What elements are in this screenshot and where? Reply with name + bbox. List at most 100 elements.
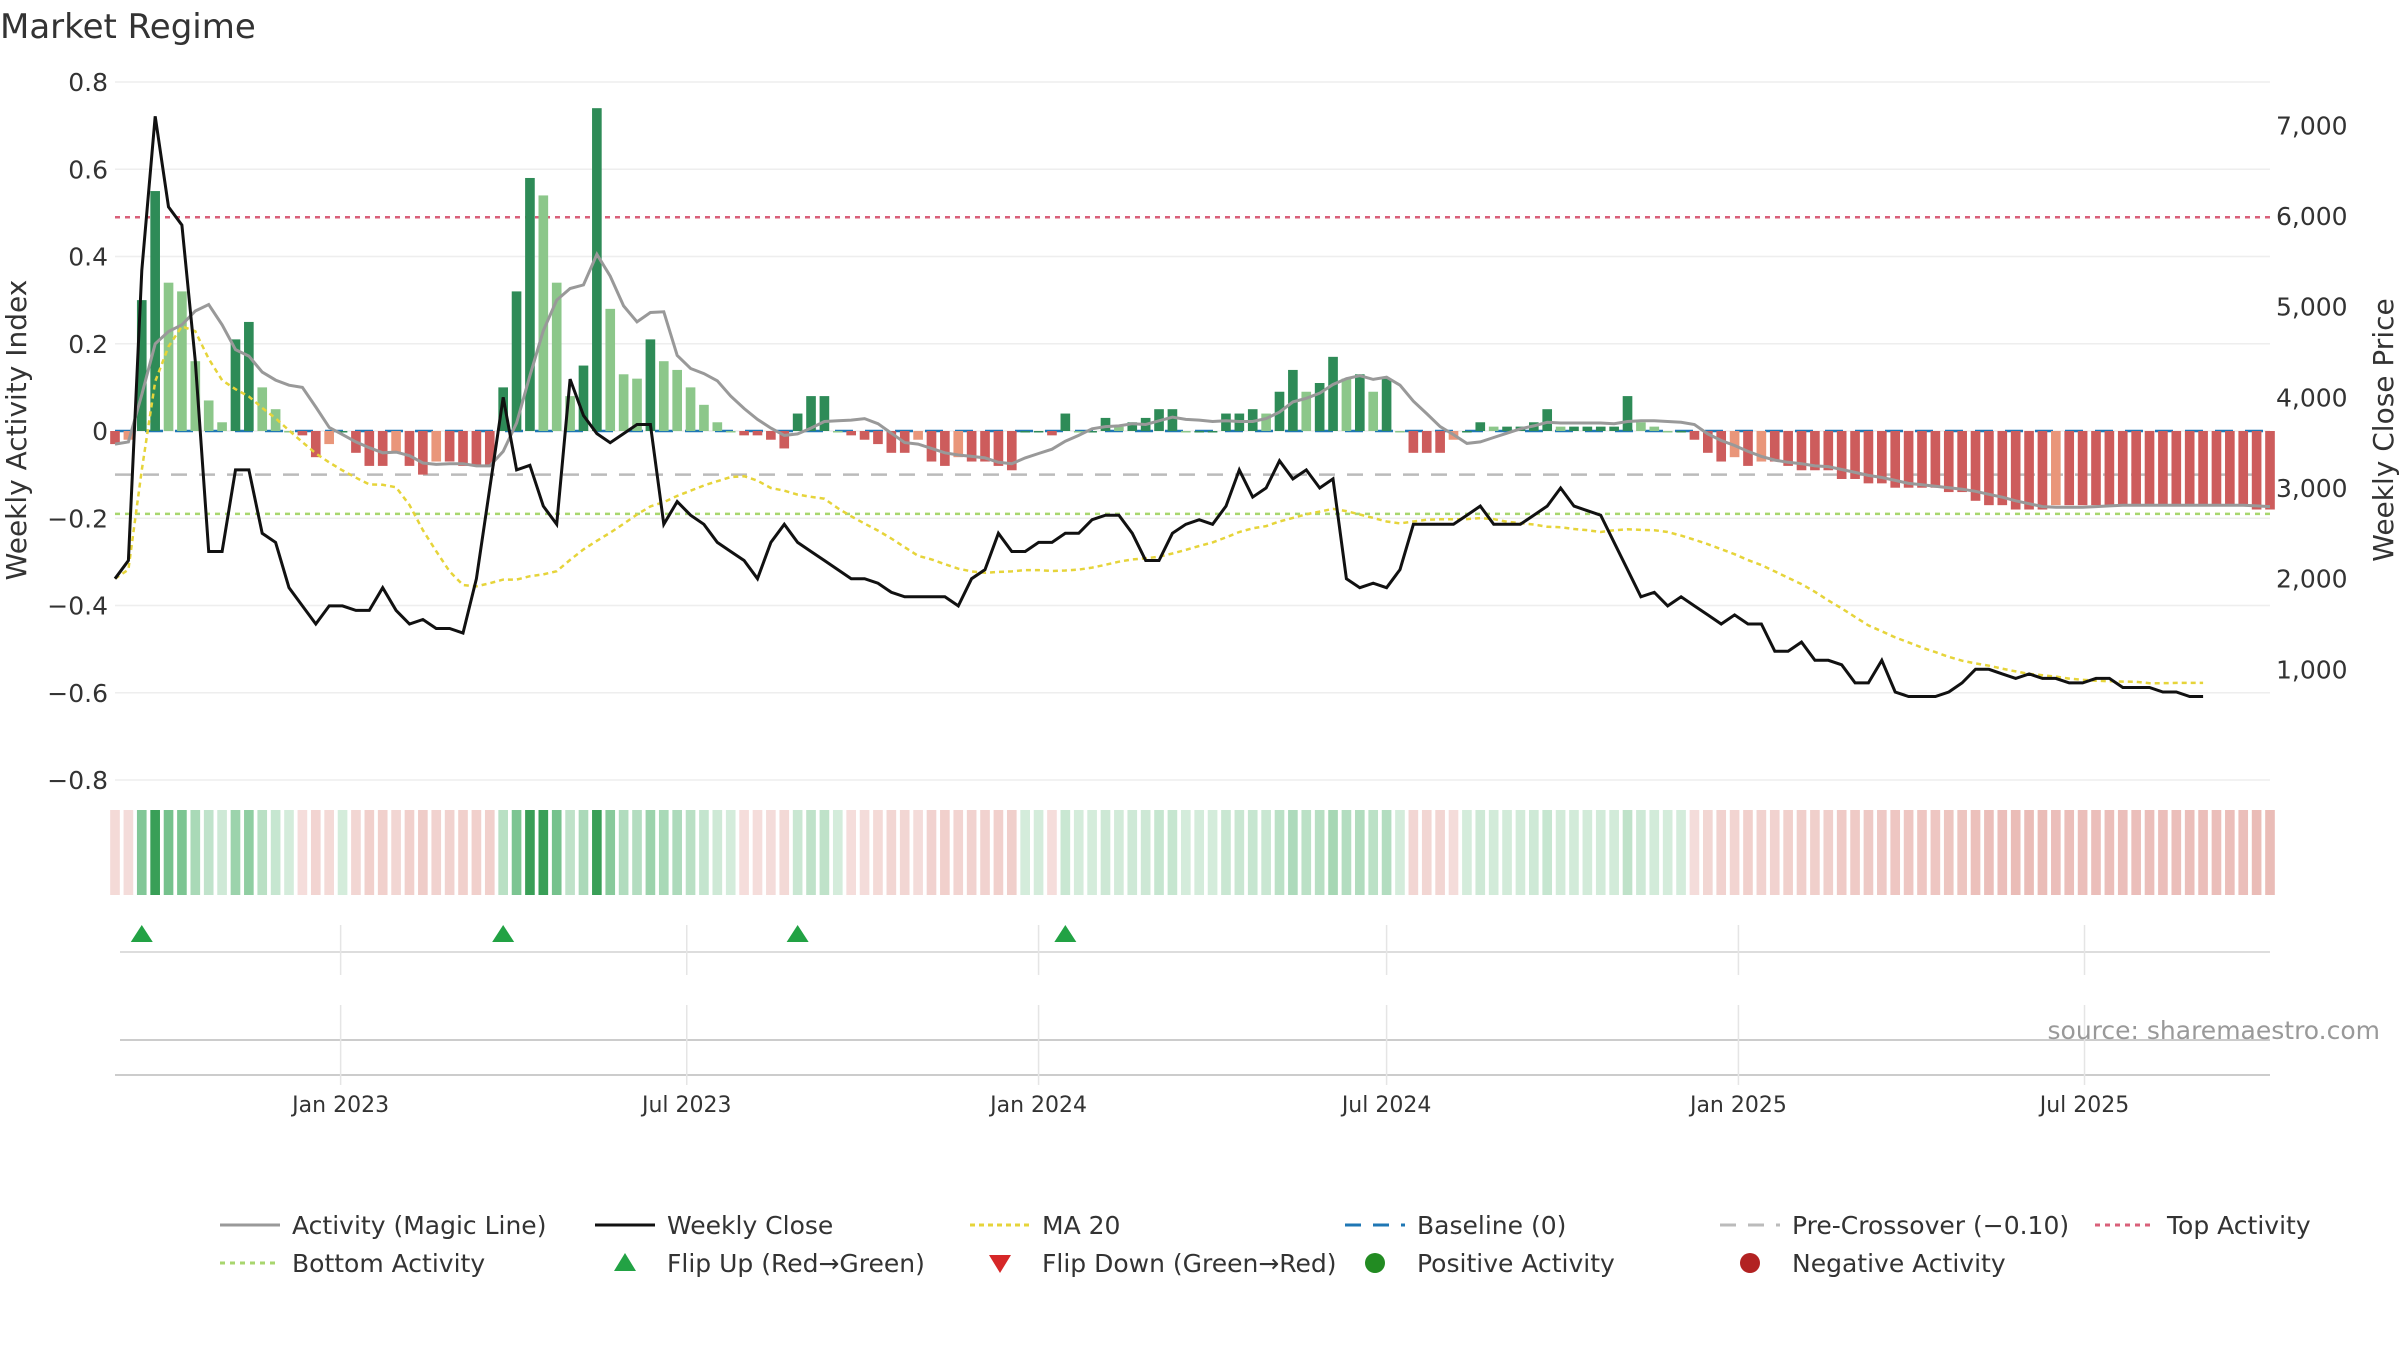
legend-label: Flip Down (Green→Red) xyxy=(1042,1249,1337,1278)
heat-cell xyxy=(725,810,736,895)
heat-cell xyxy=(1247,810,1258,895)
heat-cell xyxy=(1047,810,1057,895)
heat-cell xyxy=(1823,810,1834,895)
activity-bar xyxy=(2010,431,2021,510)
activity-bar xyxy=(1609,426,1619,431)
x-tick-label: Jan 2024 xyxy=(988,1093,1087,1118)
activity-bar xyxy=(391,431,401,453)
heat-cell xyxy=(1676,810,1686,895)
heat-cell xyxy=(444,810,455,895)
x-tick-label: Jul 2025 xyxy=(2038,1093,2130,1118)
activity-bar xyxy=(2091,431,2101,506)
heat-cell xyxy=(1100,810,1111,895)
activity-bar xyxy=(177,291,187,431)
heat-cell xyxy=(270,810,281,895)
legend-item-flipup: Flip Up (Red→Green) xyxy=(614,1249,925,1278)
y-tick-left-label: 0.6 xyxy=(68,155,108,184)
activity-bar xyxy=(2077,431,2088,506)
heat-cell xyxy=(2184,810,2195,895)
legend-swatch xyxy=(1740,1253,1760,1273)
y-tick-left-label: −0.8 xyxy=(47,766,108,795)
heat-cell xyxy=(1274,810,1285,895)
heat-cell xyxy=(1796,810,1807,895)
activity-bar xyxy=(525,177,535,431)
activity-bar xyxy=(217,422,227,431)
activity-bar xyxy=(163,282,174,431)
heat-cell xyxy=(766,810,776,895)
heat-cell xyxy=(123,810,134,895)
activity-bar xyxy=(2117,431,2128,506)
legend-label: Flip Up (Red→Green) xyxy=(667,1249,925,1278)
heat-cell xyxy=(1180,810,1191,895)
activity-bar xyxy=(886,431,897,453)
heat-cell xyxy=(203,810,214,895)
heat-cell xyxy=(980,810,990,895)
heat-cell xyxy=(618,810,629,895)
activity-bar xyxy=(1662,431,1673,433)
heat-cell xyxy=(1903,810,1914,895)
x-tick-label: Jul 2023 xyxy=(640,1093,732,1118)
heat-cell xyxy=(1381,810,1392,895)
activity-bar xyxy=(1368,391,1379,431)
heat-cell xyxy=(926,810,937,895)
activity-bar xyxy=(123,431,134,440)
activity-bar xyxy=(980,431,990,462)
x-tick-label: Jul 2024 xyxy=(1340,1093,1432,1118)
heat-cell xyxy=(1877,810,1887,895)
activity-bar xyxy=(1636,422,1646,431)
y-tick-right-label: 3,000 xyxy=(2276,474,2348,503)
activity-bar xyxy=(244,321,254,431)
heat-cell xyxy=(779,810,790,895)
heat-cell xyxy=(832,810,843,895)
heat-cell xyxy=(1609,810,1619,895)
regime-heat-strip xyxy=(110,810,2275,895)
activity-bar xyxy=(1127,422,1138,431)
activity-bar xyxy=(792,413,803,431)
activity-bar xyxy=(712,422,723,431)
y-tick-left-label: 0 xyxy=(92,417,108,446)
heat-cell xyxy=(1836,810,1847,895)
activity-bar xyxy=(377,431,388,466)
ma20-line xyxy=(114,324,2204,685)
heat-cell xyxy=(1448,810,1459,895)
activity-bar xyxy=(658,361,669,431)
activity-bar xyxy=(1261,413,1271,431)
activity-bar xyxy=(1020,431,1031,433)
activity-bar xyxy=(1114,426,1124,431)
activity-bar xyxy=(1341,378,1352,431)
legend-label: Negative Activity xyxy=(1792,1249,2006,1278)
source-note: source: sharemaestro.com xyxy=(2048,1016,2381,1045)
activity-bar xyxy=(605,308,616,431)
heat-cell xyxy=(2131,810,2141,895)
activity-bar xyxy=(1836,431,1847,479)
heat-cell xyxy=(2251,810,2262,895)
legend-item-magic: Activity (Magic Line) xyxy=(220,1211,546,1240)
activity-bar xyxy=(1957,431,1967,493)
heat-cell xyxy=(1207,810,1218,895)
activity-bar xyxy=(2131,431,2141,506)
activity-bar xyxy=(1395,431,1405,433)
heat-cell xyxy=(1769,810,1780,895)
y-ticks-left: 0.8 0.6 0.4 0.2 0 −0.2 −0.4 −0.6 −0.8 xyxy=(47,68,108,795)
activity-bar xyxy=(1582,426,1593,431)
y-tick-left-label: 0.2 xyxy=(68,330,108,359)
activity-bar xyxy=(1943,431,1954,493)
heat-cell xyxy=(418,810,428,895)
heat-cell xyxy=(1462,810,1472,895)
heat-cell xyxy=(685,810,696,895)
heat-cell xyxy=(1502,810,1512,895)
x-tick-label: Jan 2023 xyxy=(290,1093,389,1118)
heat-cell xyxy=(2144,810,2155,895)
chart-title: Market Regime xyxy=(0,7,256,47)
heat-cell xyxy=(2051,810,2061,895)
heat-cell xyxy=(217,810,227,895)
heat-cell xyxy=(1408,810,1419,895)
activity-bar xyxy=(1462,431,1472,433)
heat-cell xyxy=(2024,810,2034,895)
heat-cell xyxy=(1488,810,1499,895)
activity-bar xyxy=(1930,431,1941,488)
heat-cell xyxy=(244,810,254,895)
weekly-close-line xyxy=(113,116,2204,698)
heat-cell xyxy=(2091,810,2101,895)
